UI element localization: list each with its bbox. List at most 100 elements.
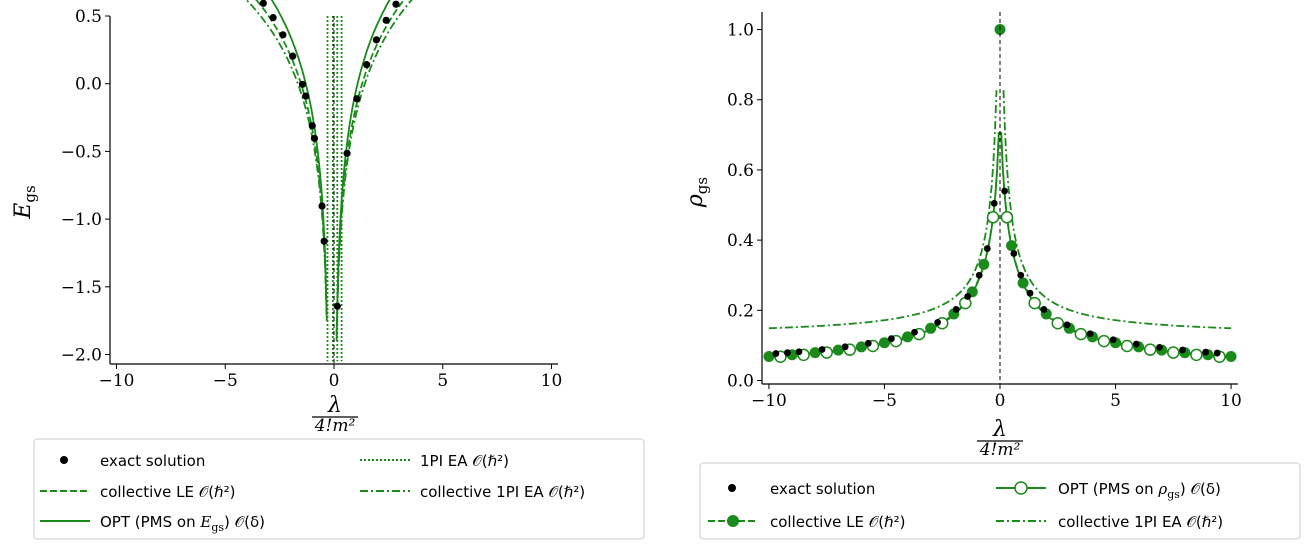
right-x-tick-label: 0 [995,391,1006,411]
right-exact-point [1086,330,1094,338]
left-y-tick-label: 0.5 [75,7,102,27]
right-exact-point [975,271,983,279]
right-exact-point [1026,289,1034,297]
right-legend-opt-label: OPT (PMS on ρgs) 𝒪(δ) [1058,480,1221,501]
left-legend-1pi-label: 1PI EA 𝒪(ℏ²) [420,452,509,470]
right-le-curve-neg [768,132,1000,358]
right-xlabel-num: λ [992,417,1007,442]
right-ylabel-sub: gs [693,177,711,194]
left-legend-opt-sub: gs [211,521,224,534]
right-legend-le-marker [727,515,739,527]
right-y-tick-label: 0.6 [727,161,754,181]
right-ylabel: ρgs [683,177,711,208]
left-legend: exact solution collective LE 𝒪(ℏ²) OPT (… [33,438,645,540]
right-exact-point [1156,343,1163,351]
left-x-tick-label: 0 [329,371,340,391]
left-opt-curve-neg [270,0,328,315]
right-points [763,24,1237,363]
left-x-tick-label: 5 [437,371,448,391]
right-exact-point [1001,187,1009,195]
right-le-marker [1006,240,1018,252]
right-opt-marker [1190,348,1203,362]
left-xlabel-num: λ [327,393,342,418]
left-legend-exact-marker [60,456,68,464]
right-exact-point [1213,349,1221,357]
right-legend-frame [699,462,1301,540]
left-x-tick-label: −10 [99,371,135,391]
left-c1pi-curve-pos [335,0,413,341]
right-exact-point [911,328,918,336]
left-exact-point [392,0,400,8]
right-exact-point [1063,321,1071,329]
right-le-marker [809,347,821,359]
right-y-tick-label: 0.0 [727,371,754,391]
left-exact-point [363,61,371,69]
right-axes: −10 −5 0 5 10 0.0 0.2 0.4 0.6 0.8 1.0 [727,12,1242,411]
right-exact-point [784,349,791,357]
left-legend-opt-suffix: ) 𝒪(δ) [224,513,265,531]
left-exact-point [333,302,341,310]
left-legend-frame [33,438,645,540]
right-exact-point [964,293,972,300]
right-le-marker [855,341,867,353]
left-c1pi-curve-neg [245,0,328,324]
left-exact-points [259,0,400,310]
left-exact-point [279,31,287,39]
left-exact-point [353,95,361,103]
right-exact-point [1040,306,1048,313]
right-exact-point [841,343,849,351]
left-exact-point [302,92,310,100]
left-exact-point [269,14,277,22]
left-chart: −10 −5 0 5 10 −2.0 −1.5 −1.0 −0.5 0.0 0.5 λ 4!m² E… [11,0,645,540]
right-chart: −10 −5 0 5 100.00.20.40.60.81.0 λ 4!m² ρgs e… [683,12,1301,540]
right-le-marker [1017,277,1029,289]
right-opt-curve-pos [1000,133,1232,359]
left-legend-opt-var: E [199,513,211,531]
left-exact-point [259,0,267,7]
right-exact-point [772,350,780,357]
right-opt-marker [986,211,1000,224]
right-le-marker [878,337,890,349]
left-le-curve-pos [335,0,405,337]
left-exact-point [343,149,351,157]
right-opt-marker [1074,327,1088,341]
right-x-tick-label: 5 [1110,391,1121,411]
right-exact-point [1109,336,1117,344]
right-exact-point [1017,271,1025,279]
right-legend-opt-prefix: OPT (PMS on [1058,480,1158,498]
right-opt-marker [1120,339,1134,353]
left-exact-point [308,122,316,130]
left-legend-opt-label: OPT (PMS on Egs) 𝒪(δ) [100,513,265,534]
left-exact-point [372,36,381,44]
right-y-tick-label: 0.8 [727,91,754,111]
left-y-tick-label: 0.0 [75,75,102,95]
right-legend: exact solution collective LE 𝒪(ℏ²) OPT (… [699,462,1301,540]
right-le-marker [1225,351,1237,363]
left-axes: −10 −5 0 5 10 −2.0 −1.5 −1.0 −0.5 0.0 0.5 [61,7,563,391]
right-opt-marker [1097,334,1111,348]
right-le-marker [978,258,990,270]
left-exact-point [318,202,326,210]
right-legend-exact-marker [728,484,736,492]
left-opt-curve-pos [335,0,391,333]
right-exact-point [934,318,942,326]
right-opt-marker [1028,296,1041,310]
left-x-tick-label: −5 [213,371,238,391]
right-exact-point [1202,348,1210,356]
right-c1pi-curve-pos [1002,90,1232,330]
left-y-tick-label: −1.0 [61,210,102,230]
left-ylabel-sub: gs [21,185,39,202]
left-legend-exact-label: exact solution [100,452,205,470]
right-c1pi-curve-neg [768,90,998,330]
right-legend-le-label: collective LE 𝒪(ℏ²) [770,513,905,531]
right-exact-point [983,245,991,252]
right-le-marker [925,322,937,334]
left-exact-point [310,134,319,142]
right-exact-point [887,335,895,343]
right-exact-point [795,348,803,356]
left-legend-le-label: collective LE 𝒪(ℏ²) [100,483,235,501]
left-x-tick-label: 10 [541,371,563,391]
right-le-marker [902,331,914,343]
right-y-tick-label: 0.2 [727,301,754,321]
